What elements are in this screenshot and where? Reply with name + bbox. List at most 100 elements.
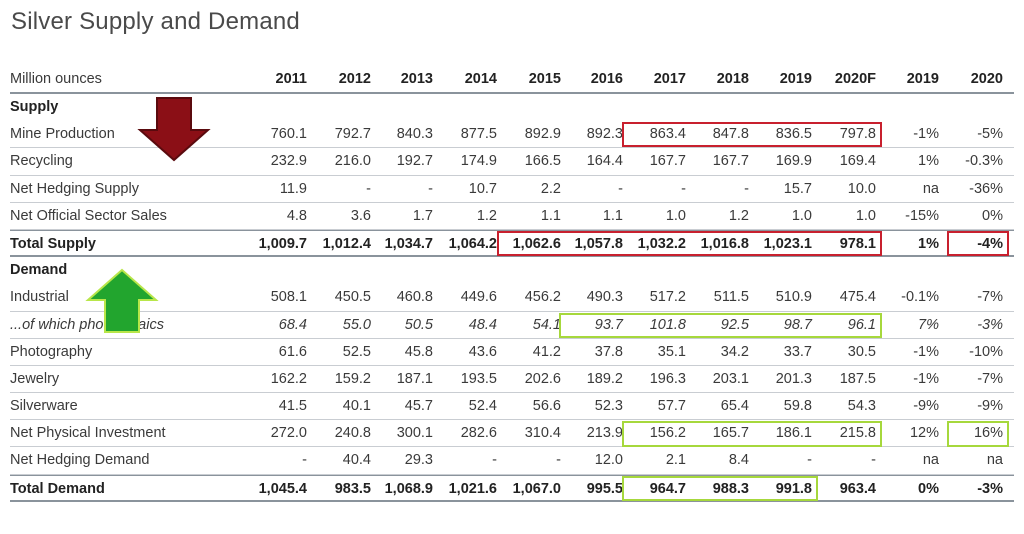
- table-cell: 11.9: [279, 180, 307, 197]
- table-cell: 8.4: [728, 452, 749, 469]
- table-row: Total Supply 1,009.7 1,012.4 1,034.7 1,064.2…: [10, 229, 1014, 258]
- table-cell: -15%: [905, 207, 939, 224]
- table-cell: -4%: [977, 235, 1003, 252]
- table-cell: 0%: [918, 480, 939, 497]
- table-row: Net Official Sector Sales 4.8 3.6 1.7 1.2 1.1…: [10, 203, 1014, 230]
- table-cell: -: [492, 452, 497, 469]
- table-cell: na: [986, 452, 1003, 469]
- table-cell: 30.5: [847, 343, 876, 360]
- table-cell: 983.5: [334, 480, 371, 497]
- table-cell: 98.7: [783, 316, 812, 333]
- table-cell: 1.0: [855, 207, 876, 224]
- table-cell: 54.1: [532, 316, 561, 333]
- row-label: Recycling: [10, 153, 73, 170]
- table-cell: 1.7: [412, 207, 433, 224]
- table-header: Million ounces 2011 2012 2013 2014 2015 2016 2…: [10, 64, 1014, 94]
- row-label: Net Physical Investment: [10, 425, 166, 442]
- table-cell: 1,062.6: [512, 235, 561, 252]
- table-cell: 96.1: [847, 316, 876, 333]
- table-cell: -7%: [977, 370, 1003, 387]
- table-cell: 988.3: [712, 480, 749, 497]
- table-cell: 490.3: [586, 289, 623, 306]
- table-cell: 61.6: [278, 343, 307, 360]
- table-cell: 1,067.0: [512, 480, 561, 497]
- row-label: Industrial: [10, 289, 69, 306]
- row-label: Total Supply: [10, 235, 96, 252]
- table-cell: -7%: [977, 289, 1003, 306]
- table-cell: -: [618, 180, 623, 197]
- table-cell: 460.8: [396, 289, 433, 306]
- table-cell: 93.7: [594, 316, 623, 333]
- table-cell: 449.6: [460, 289, 497, 306]
- table-cell: 1.1: [602, 207, 623, 224]
- column-header: 2020: [970, 71, 1003, 87]
- table-cell: -0.3%: [965, 153, 1003, 170]
- table-row: Mine Production 760.1 792.7 840.3 877.5 892.9…: [10, 121, 1014, 149]
- table-cell: 167.7: [712, 153, 749, 170]
- table-cell: 836.5: [775, 126, 812, 143]
- table-cell: 7%: [918, 316, 939, 333]
- table-cell: -: [428, 180, 433, 197]
- table-cell: 15.7: [783, 180, 812, 197]
- table-cell: 216.0: [334, 153, 371, 170]
- table-cell: 517.2: [649, 289, 686, 306]
- table-cell: 59.8: [783, 398, 812, 415]
- row-label: Mine Production: [10, 126, 115, 143]
- table-cell: 169.4: [839, 153, 876, 170]
- table-cell: 1.2: [476, 207, 497, 224]
- supply-demand-table: Million ounces 2011 2012 2013 2014 2015 2016 2…: [10, 64, 1014, 502]
- row-label: Net Official Sector Sales: [10, 207, 167, 224]
- page-title: Silver Supply and Demand: [11, 8, 300, 35]
- row-label: ...of which photovoltaics: [10, 316, 164, 333]
- table-row: Photography 61.6 52.5 45.8 43.6 41.2 37.8 35.1 3…: [10, 339, 1014, 366]
- table-cell: -0.1%: [901, 289, 939, 306]
- table-cell: -: [871, 452, 876, 469]
- table-row: Silverware 41.5 40.1 45.7 52.4 56.6 52.3 57.7 65…: [10, 393, 1014, 421]
- table-cell: 29.3: [404, 452, 433, 469]
- table-cell: na: [922, 452, 939, 469]
- table-cell: -: [302, 452, 307, 469]
- table-cell: 41.5: [278, 398, 307, 415]
- table-cell: -1%: [913, 126, 939, 143]
- table-cell: 1,045.4: [258, 480, 307, 497]
- table-cell: -: [681, 180, 686, 197]
- table-cell: 792.7: [334, 126, 371, 143]
- table-cell: 162.2: [270, 370, 307, 387]
- table-cell: 165.7: [712, 425, 749, 442]
- table-cell: 174.9: [460, 153, 497, 170]
- table-cell: 760.1: [270, 126, 307, 143]
- table-cell: 52.5: [342, 343, 371, 360]
- unit-label: Million ounces: [10, 71, 102, 87]
- table-cell: 192.7: [396, 153, 433, 170]
- table-cell: 892.3: [586, 126, 623, 143]
- table-cell: -9%: [977, 398, 1003, 415]
- table-cell: 196.3: [649, 370, 686, 387]
- table-cell: 1,057.8: [574, 235, 623, 252]
- table-cell: 0%: [982, 207, 1003, 224]
- table-cell: 159.2: [334, 370, 371, 387]
- section-heading-row: Supply: [10, 94, 1014, 121]
- row-label: Net Hedging Demand: [10, 452, 150, 469]
- table-cell: 50.5: [404, 316, 433, 333]
- table-cell: 37.8: [594, 343, 623, 360]
- table-cell: 272.0: [270, 425, 307, 442]
- table-cell: 57.7: [657, 398, 686, 415]
- table-cell: 877.5: [460, 126, 497, 143]
- row-label: Photography: [10, 343, 93, 360]
- table-cell: -3%: [977, 480, 1003, 497]
- table-cell: 963.4: [839, 480, 876, 497]
- table-cell: 48.4: [468, 316, 497, 333]
- table-cell: -: [556, 452, 561, 469]
- table-cell: 203.1: [712, 370, 749, 387]
- table-cell: 45.8: [404, 343, 433, 360]
- column-header: 2019: [779, 71, 812, 87]
- row-label: Jewelry: [10, 370, 60, 387]
- table-cell: 187.5: [839, 370, 876, 387]
- table-cell: 55.0: [342, 316, 371, 333]
- table-cell: 35.1: [657, 343, 686, 360]
- table-cell: -: [366, 180, 371, 197]
- table-cell: 202.6: [524, 370, 561, 387]
- table-cell: -: [744, 180, 749, 197]
- table-cell: 187.1: [396, 370, 433, 387]
- table-cell: 2.2: [540, 180, 561, 197]
